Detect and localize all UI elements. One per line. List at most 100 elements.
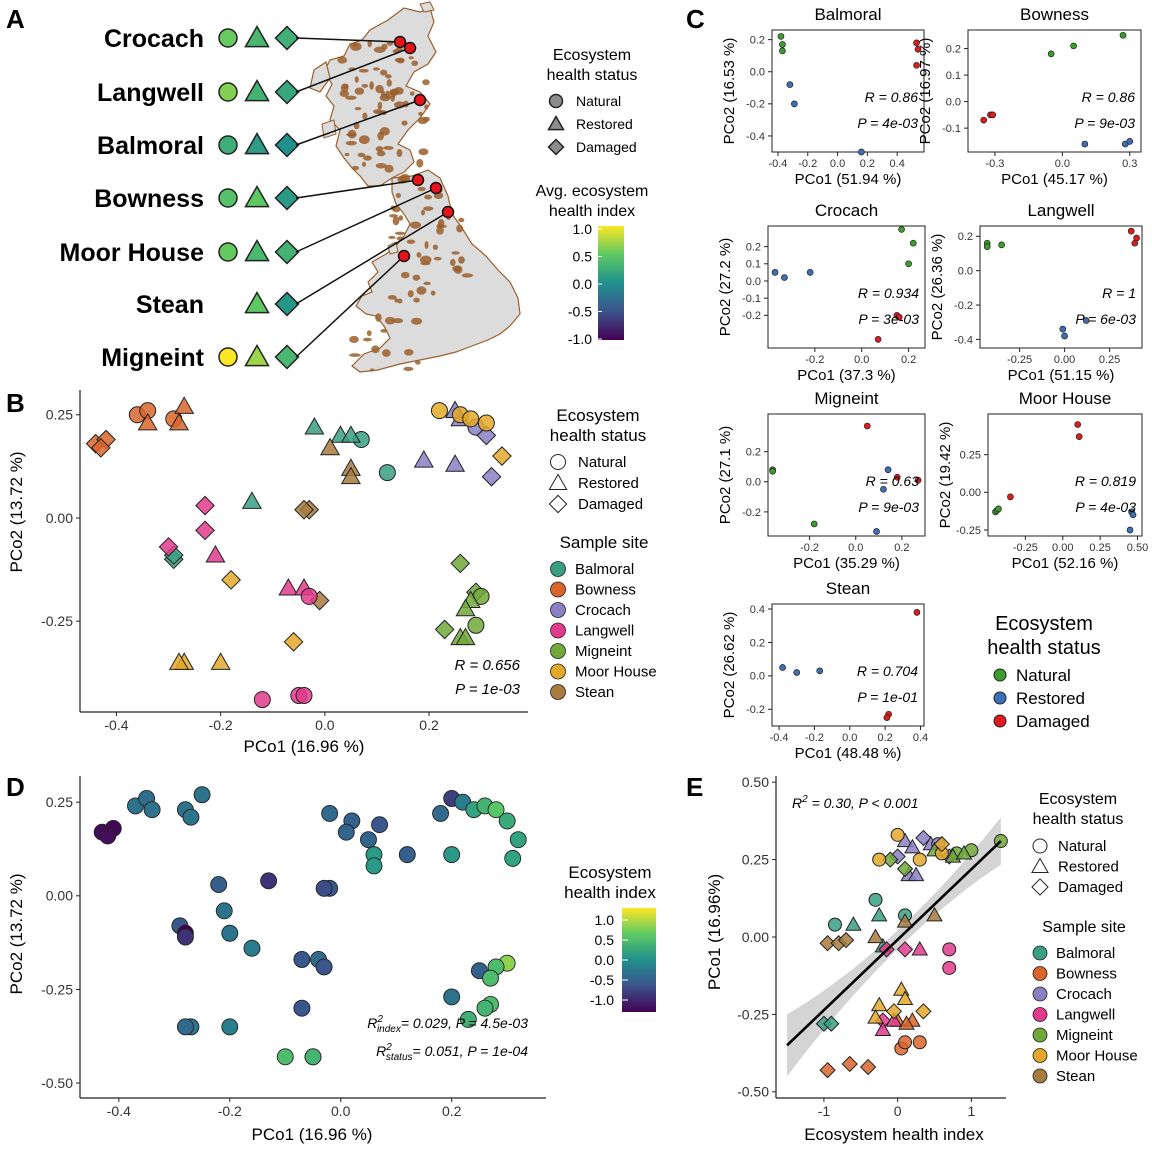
panel-c-plot-balmoral: Balmoral -0.4 -0.2 0.0 0.2 0.4 0.2 0.0 -0.2 -0.4 P… <box>721 5 925 188</box>
site-marker-stean-triangle <box>244 290 270 314</box>
peat-patch <box>409 91 415 96</box>
peat-patch <box>394 58 405 63</box>
point-migneint-triangle <box>955 844 973 860</box>
panel-c-p-langwell: P = 6e-03 <box>1075 311 1136 327</box>
peat-patch <box>423 281 431 286</box>
peat-patch <box>357 152 366 158</box>
panel-c-moor-house-xtick-label: 0.25 <box>1089 542 1110 554</box>
peat-patch <box>392 318 404 324</box>
point-langwell-diamond <box>195 495 215 516</box>
legend-c-symbol-damaged <box>993 714 1007 728</box>
point-moor-house-damaged <box>1074 421 1082 428</box>
point-moor-house-diamond <box>492 446 512 466</box>
peat-patch <box>407 290 414 298</box>
panel-c-crocach-xtick-label: 0.2 <box>901 354 916 366</box>
panel-c-r-crocach: R = 0.934 <box>858 285 919 301</box>
panel-e-ytick-label: -0.50 <box>737 1084 769 1100</box>
panel-c-stean-ytick-label: 0.0 <box>750 671 765 683</box>
panel-c-bowness-xtick-label: 0.0 <box>1055 158 1070 170</box>
peat-patch <box>340 83 349 93</box>
point-crocach-triangle <box>904 838 921 854</box>
point-index <box>498 812 516 830</box>
point-langwell-triangle <box>205 544 226 563</box>
site-marker-migneint-circle <box>218 347 238 367</box>
site-marker-balmoral-triangle <box>244 131 270 155</box>
peat-patch <box>379 94 391 102</box>
point-crocach-restored <box>781 274 788 281</box>
peat-patch <box>419 255 432 264</box>
legend-b-triangle-symbol <box>548 473 568 490</box>
point-index <box>210 876 228 894</box>
panel-e-xtick-label: 0 <box>894 1103 902 1119</box>
panel-c-bowness-frame <box>967 29 1142 153</box>
peat-patch <box>390 92 396 102</box>
point-bowness-circle <box>912 1035 927 1050</box>
peat-patch <box>387 295 397 300</box>
legend-e-site-title: Sample site <box>1042 919 1126 936</box>
panel-e-ytick-label: 0.25 <box>742 851 769 867</box>
panel-d-ordination-index: -0.4 -0.2 0.0 0.2 0.25 0.00 -0.25 -0.50 PCo1 (1… <box>7 776 656 1144</box>
panel-c-moor-house-xtick-label: -0.25 <box>1013 542 1038 554</box>
point-langwell-triangle <box>885 1012 903 1027</box>
site-marker-moor-house-triangle <box>244 238 270 262</box>
panel-c-ylabel-migneint: PCo2 (27.1 %) <box>717 426 734 524</box>
site-marker-migneint-diamond <box>274 344 300 370</box>
point-index <box>221 1018 239 1036</box>
panel-c-plot-bowness: Bowness -0.3 0.0 0.3 0.2 0.1 0.0 -0.1 PCo1 (45.1… <box>917 5 1142 188</box>
peat-patch <box>411 317 423 325</box>
panel-c-langwell-xtick-label: 0.25 <box>1099 354 1120 366</box>
point-stean-triangle <box>867 928 884 944</box>
panel-c-title-bowness: Bowness <box>1020 5 1089 24</box>
peat-patch <box>362 337 372 342</box>
point-index <box>176 928 194 946</box>
site-marker-bowness-circle <box>218 188 238 208</box>
peat-patch <box>337 56 348 64</box>
legend-e-site-moor-house: Moor House <box>1056 1048 1138 1065</box>
peat-patch <box>373 46 386 53</box>
point-langwell-triangle <box>911 940 929 956</box>
panel-e-stat: R2 = 0.30, P < 0.001 <box>792 794 918 811</box>
panel-b-ylabel: PCo2 (13.72 %) <box>7 452 26 573</box>
panel-c-stean-ytick-label: 0.2 <box>750 637 765 649</box>
peat-patch <box>396 149 403 158</box>
map-point-bowness <box>411 173 425 187</box>
point-bowness-triangle <box>168 412 190 431</box>
legend-a-status: Ecosystem health status Natural Restored D… <box>547 47 638 156</box>
peat-patch <box>423 116 430 122</box>
panel-c-stean-xtick-label: -0.4 <box>770 732 789 744</box>
point-index <box>315 958 333 976</box>
point-index <box>371 816 389 834</box>
panel-c-balmoral-ytick-label: -0.4 <box>746 131 765 143</box>
legend-a-status-title-2: health status <box>547 67 638 84</box>
peat-patch <box>375 84 384 94</box>
panel-c-migneint-xtick-label: 0.2 <box>894 542 909 554</box>
point-index <box>176 1018 194 1036</box>
point-moor-house-diamond <box>283 631 304 652</box>
panel-c-ylabel-moor-house: PCo2 (19.42 %) <box>937 422 954 529</box>
peat-patch <box>424 194 433 200</box>
panel-c-moor-house-xtick-label: 0.00 <box>1052 542 1073 554</box>
panel-c-stean-ytick-label: -0.2 <box>746 704 765 716</box>
peat-patch <box>416 286 427 295</box>
point-langwell-circle <box>253 691 271 709</box>
point-stean-restored <box>793 669 801 676</box>
legend-b-item-damaged: Damaged <box>578 496 643 513</box>
point-balmoral-natural <box>779 41 786 48</box>
point-moor-house-circle <box>477 414 495 432</box>
panel-c-stean-xtick-label: 0.0 <box>842 732 857 744</box>
point-index <box>487 801 505 819</box>
panel-d-xtick-label: 0.0 <box>331 1103 351 1119</box>
panel-c-migneint-ytick-label: -0.2 <box>742 507 761 519</box>
panel-c-p-crocach: P = 3e-03 <box>858 311 919 327</box>
panel-c-r-stean: R = 0.704 <box>857 663 918 679</box>
panel-c-crocach-ytick-label: 0.1 <box>746 259 761 271</box>
point-stean-triangle <box>319 437 341 456</box>
panel-c-langwell-xtick-label: 0.00 <box>1054 354 1075 366</box>
point-moor-house-diamond <box>885 1003 903 1020</box>
legend-b-circle-symbol <box>550 454 566 470</box>
point-index <box>432 804 450 822</box>
peat-patch <box>424 104 429 110</box>
panel-c-crocach-xtick-label: -0.2 <box>805 354 824 366</box>
peat-patch <box>412 274 421 281</box>
point-crocach-restored <box>771 269 779 276</box>
